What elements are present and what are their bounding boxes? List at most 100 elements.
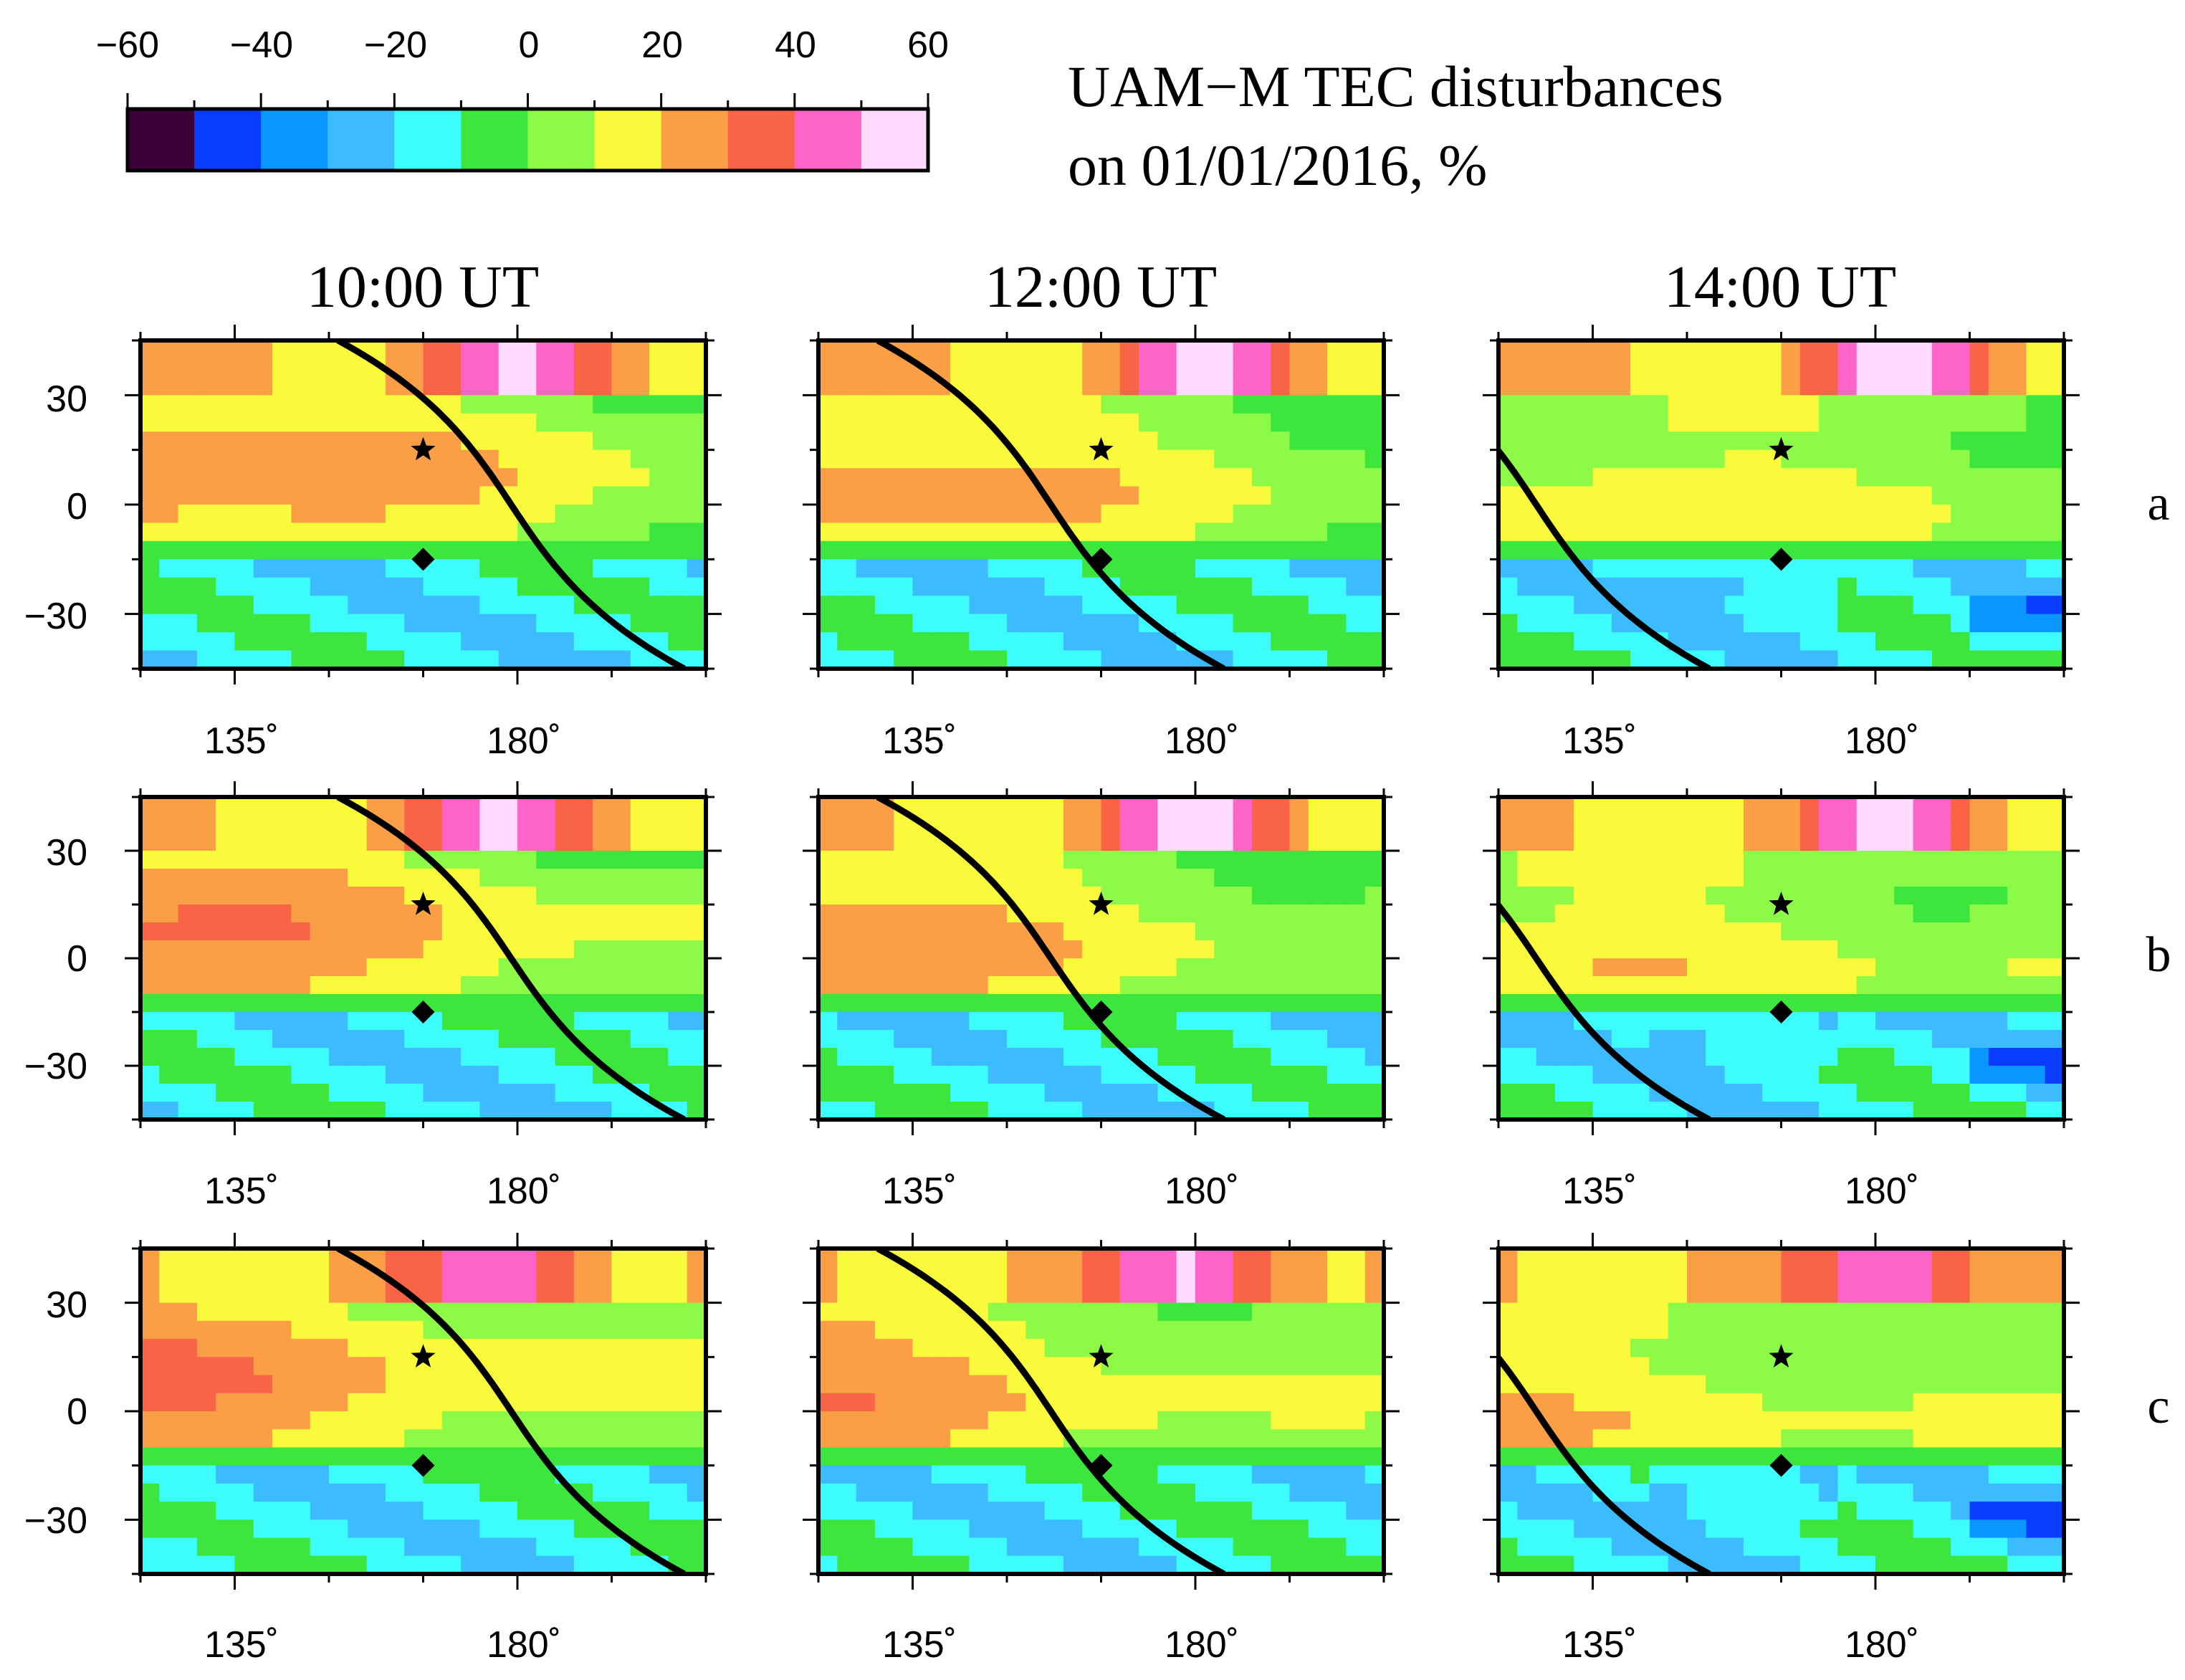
field-cell: [1517, 887, 1537, 905]
field-cell: [234, 1429, 254, 1448]
field-cell: [329, 632, 349, 652]
field-cell: [216, 1284, 236, 1304]
field-cell: [1007, 1266, 1027, 1286]
field-cell: [159, 1320, 179, 1340]
field-cell: [1819, 851, 1839, 869]
field-cell: [1176, 797, 1196, 816]
field-cell: [1195, 559, 1215, 578]
field-cell: [1781, 797, 1801, 816]
field-cell: [1346, 1048, 1366, 1066]
field-cell: [894, 596, 914, 615]
field-cell: [140, 431, 161, 451]
field-cell: [366, 522, 386, 542]
field-cell: [1668, 1483, 1688, 1502]
field-cell: [291, 650, 311, 669]
field-cell: [348, 1375, 368, 1394]
field-cell: [1743, 1393, 1763, 1412]
field-cell: [1176, 1048, 1196, 1066]
field-cell: [479, 1030, 499, 1049]
field-cell: [366, 614, 386, 633]
field-cell: [1271, 976, 1291, 995]
field-cell: [178, 922, 198, 941]
x-tick-label: 180˚: [487, 1170, 561, 1212]
field-cell: [291, 596, 311, 615]
field-cell: [1819, 577, 1839, 597]
field-cell: [2045, 887, 2064, 905]
field-cell: [912, 1066, 932, 1084]
field-cell: [1649, 994, 1669, 1013]
x-tick-labels: 135˚ 180˚: [1562, 720, 1919, 762]
field-cell: [1498, 376, 1519, 396]
field-cell: [630, 797, 650, 816]
field-cell: [196, 1030, 216, 1049]
field-cell: [1554, 958, 1574, 977]
field-cell: [988, 1084, 1008, 1102]
field-cell: [1668, 1048, 1688, 1066]
field-cell: [178, 1411, 198, 1431]
field-cell: [1044, 1555, 1064, 1574]
field-cell: [1214, 340, 1234, 360]
field-cell: [1044, 833, 1064, 851]
field-cell: [310, 905, 330, 923]
field-cell: [1139, 1102, 1159, 1120]
x-tick-label: 135˚: [204, 1170, 279, 1212]
field-cell: [234, 1084, 254, 1102]
field-cell: [1289, 486, 1309, 505]
field-cell: [423, 1429, 443, 1448]
field-cell: [348, 632, 368, 652]
field-cell: [630, 1393, 650, 1412]
field-cell: [348, 1012, 368, 1031]
field-cell: [1176, 1249, 1196, 1268]
field-cell: [479, 559, 499, 578]
field-cell: [385, 797, 405, 816]
field-cell: [2007, 922, 2027, 941]
field-cell: [1327, 994, 1347, 1013]
field-cell: [329, 833, 349, 851]
field-cell: [668, 632, 688, 652]
field-cell: [1271, 1429, 1291, 1448]
field-cell: [1799, 650, 1820, 669]
field-cell: [1517, 650, 1537, 669]
field-cell: [1063, 1266, 1083, 1286]
field-cell: [291, 340, 311, 360]
field-cell: [668, 486, 688, 505]
field-cell: [1837, 851, 1858, 869]
field-cell: [178, 887, 198, 905]
field-cell: [1574, 358, 1594, 378]
field-cell: [1856, 851, 1876, 869]
field-cell: [1101, 1393, 1121, 1412]
field-cell: [404, 1429, 424, 1448]
field-cell: [1687, 1502, 1707, 1521]
field-cell: [461, 1411, 481, 1431]
field-cell: [441, 468, 462, 487]
field-cell: [1856, 815, 1876, 834]
field-cell: [216, 994, 236, 1013]
field-cell: [1649, 577, 1669, 597]
field-cell: [1007, 486, 1027, 505]
field-cell: [1837, 559, 1858, 578]
field-cell: [931, 958, 951, 977]
field-cell: [649, 376, 669, 396]
terminator-line: [336, 797, 686, 1120]
field-cell: [1611, 887, 1631, 905]
field-cell: [479, 577, 499, 597]
field-cell: [196, 486, 216, 505]
field-cell: [1931, 522, 1951, 542]
field-cell: [1687, 797, 1707, 816]
field-cell: [423, 1266, 443, 1286]
field-cell: [1951, 395, 1971, 414]
field-cell: [1195, 449, 1215, 469]
field-cell: [931, 940, 951, 959]
field-cell: [423, 1284, 443, 1304]
field-cell: [1554, 1411, 1574, 1431]
field-cell: [404, 1393, 424, 1412]
field-cell: [1649, 1393, 1669, 1412]
field-cell: [1554, 431, 1574, 451]
field-cell: [818, 1483, 838, 1502]
field-cell: [1195, 1084, 1215, 1102]
field-cell: [348, 1284, 368, 1304]
field-cell: [1668, 922, 1688, 941]
field-cell: [555, 958, 575, 977]
field-cell: [1517, 522, 1537, 542]
field-cell: [1630, 797, 1650, 816]
